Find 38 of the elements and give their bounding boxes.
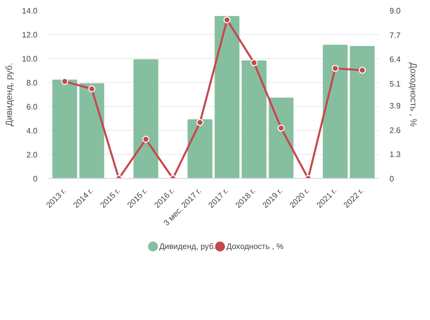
bar [133, 59, 158, 178]
legend-label: Доходность , % [226, 242, 284, 251]
legend-label: Дивиденд, руб. [159, 242, 216, 251]
bar [79, 83, 104, 178]
y-axis-title: Дивиденд, руб. [4, 62, 14, 126]
point [358, 66, 366, 74]
bar [350, 46, 375, 178]
point [196, 119, 204, 126]
y2-tick-label: 2.6 [390, 126, 402, 135]
point [278, 124, 285, 132]
bar [268, 98, 294, 178]
y-tick-label: 12.0 [22, 30, 38, 40]
y2-tick-label: 1.3 [390, 150, 402, 160]
y2-axis-title: Доходность , % [408, 62, 419, 127]
point [224, 16, 231, 24]
y-tick-label: 14.0 [22, 6, 38, 16]
bar [52, 80, 78, 178]
y2-tick-label: 9.0 [390, 6, 402, 16]
point [142, 136, 150, 143]
bar [188, 119, 212, 178]
point [61, 78, 68, 85]
y2-tick-label: 6.4 [390, 55, 402, 64]
y-tick-label: 10.0 [22, 54, 38, 64]
y2-tick-label: 0 [390, 174, 394, 184]
y-tick-label: 6.0 [26, 102, 38, 112]
y-tick-label: 2.0 [26, 150, 38, 160]
point [250, 59, 258, 66]
y-tick-label: 4.0 [26, 126, 38, 136]
y2-tick-label: 7.7 [390, 30, 402, 40]
point [88, 85, 96, 92]
point [332, 64, 339, 72]
bar [214, 16, 240, 178]
y2-tick-label: 5.1 [390, 79, 402, 88]
bar [242, 60, 266, 178]
y-tick-label: 8.0 [26, 78, 38, 88]
y-tick-label: 0 [33, 174, 38, 184]
bar [322, 44, 348, 178]
y2-tick-label: 3.9 [390, 102, 402, 111]
